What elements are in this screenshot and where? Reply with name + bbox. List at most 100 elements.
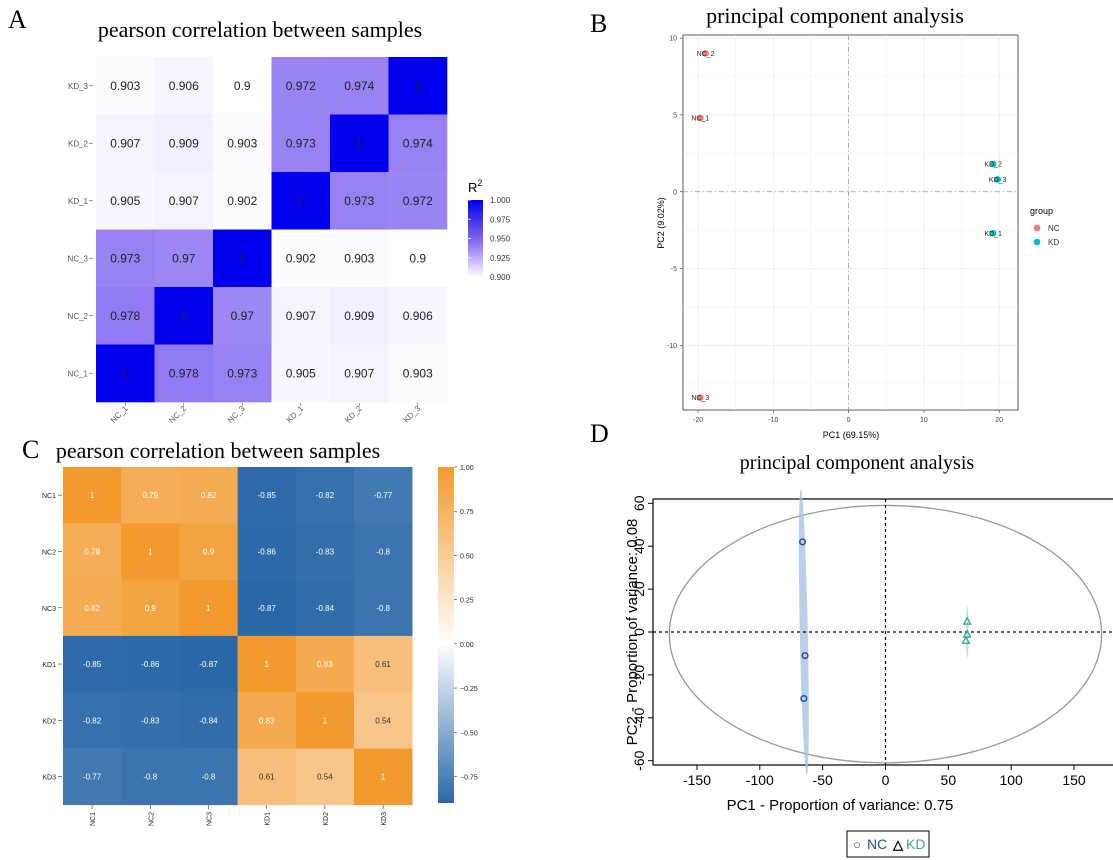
panel-c-cell	[354, 523, 413, 580]
panel-d-legend-nc-label: NC	[867, 836, 887, 852]
panel-c-cell-label: 1	[206, 604, 211, 613]
panel-a-y-tick-label: KD_2	[68, 139, 89, 148]
panel-c-cell	[354, 692, 413, 749]
panel-c-cell-label: -0.86	[141, 660, 160, 669]
panel-c-cell-label: -0.83	[316, 547, 335, 556]
panel-a-cell	[271, 287, 331, 345]
panel-a-cell	[330, 172, 389, 230]
panel-c-cell-label: 0.79	[143, 491, 159, 500]
panel-a-cell	[96, 114, 155, 173]
panel-b-point-kd	[994, 176, 1001, 183]
panel-a-cell-label: 0.973	[344, 194, 374, 208]
panel-a-cell-label: 0.973	[286, 136, 316, 150]
panel-c-cell	[237, 467, 297, 524]
panel-d-y-tick-label: 40	[631, 538, 647, 554]
panel-c-colorbar-label: 0.50	[460, 553, 474, 560]
panel-b-x-tick-label: 0	[847, 417, 851, 424]
panel-b-point-label: KD_3	[989, 177, 1007, 184]
panel-b-legend-label: KD	[1048, 238, 1059, 247]
panel-a-cell-label: 0.906	[169, 79, 199, 93]
panel-letter-c: C	[22, 435, 39, 464]
panel-c-cell-label: -0.77	[374, 491, 393, 500]
panel-c-cell-label: -0.85	[83, 660, 102, 669]
panel-a-cell	[271, 114, 331, 173]
panel-d-point-nc	[800, 694, 808, 703]
panel-a-cell	[213, 344, 272, 403]
panel-c-cell	[121, 692, 180, 749]
panel-b-ylabel: PC2 (9.02%)	[656, 197, 666, 249]
panel-b-point-label: NC_3	[691, 395, 709, 402]
panel-b-title: principal component analysis	[706, 3, 964, 28]
panel-letter-d: D	[590, 419, 609, 448]
panel-c-colorbar-label: 1.00	[460, 465, 474, 472]
panel-b-pca: principal component analysis NC_2 NC_1 NC_…	[656, 3, 1060, 440]
panel-d-x-tick-label: 100	[999, 772, 1023, 788]
panel-c-cell	[63, 635, 122, 693]
panel-c-cell	[179, 692, 238, 749]
panel-c-cell	[354, 467, 413, 524]
panel-d-legend-box	[846, 830, 930, 858]
panel-c-cell	[354, 635, 413, 693]
panel-d-x-tick-label: 50	[941, 772, 957, 788]
panel-a-cell	[271, 344, 331, 403]
panel-a-cell-label: 1	[239, 251, 246, 265]
panel-c-cell-label: -0.83	[141, 716, 160, 725]
panel-c-cell	[179, 467, 238, 524]
panel-a-cell-label: 0.973	[227, 366, 257, 380]
panel-a-cell	[154, 172, 214, 230]
panel-c-cell-label: 0.9	[203, 547, 215, 556]
panel-c-colorbar-label: −0.25	[460, 686, 478, 693]
panel-b-y-tick-label: 0	[673, 189, 677, 196]
panel-c-x-tick-label: KD1	[265, 812, 272, 826]
panel-c-cell	[237, 748, 297, 806]
panel-b-y-tick-label: 10	[669, 36, 677, 43]
panel-c-cell-label: -0.82	[83, 716, 102, 725]
panel-d-x-tick-label: -150	[683, 772, 711, 788]
panel-a-cell	[388, 114, 448, 173]
panel-a-cell-label: 0.97	[172, 251, 196, 265]
panel-a-x-tick-label: KD_1	[285, 404, 306, 425]
panel-letter-a: A	[8, 5, 27, 34]
panel-c-cell-label: -0.87	[199, 660, 218, 669]
panel-c-colorbar-label: 0.25	[460, 598, 474, 605]
panel-b-legend-title: group	[1030, 206, 1053, 216]
panel-b-legend-label: NC	[1048, 224, 1060, 233]
panel-a-cell	[213, 172, 272, 230]
panel-c-x-tick-label: NC3	[207, 812, 214, 826]
panel-c-cell-label: 0.9	[145, 604, 157, 613]
panel-a-cell	[96, 57, 155, 115]
panel-a-cell	[388, 344, 448, 403]
panel-d-point-kd	[961, 635, 971, 645]
panel-c-cell-label: 1	[90, 491, 95, 500]
panel-a-cell-label: 0.9	[234, 79, 251, 93]
panel-a-cell	[154, 344, 214, 403]
panel-b-point-label: KD_1	[984, 231, 1002, 238]
panel-a-x-tick-label: KD_2	[343, 404, 364, 425]
panel-a-y-tick-label: NC_3	[68, 254, 89, 263]
panel-a-cell-label: 0.972	[403, 194, 433, 208]
panel-c-cell-label: -0.8	[376, 604, 390, 613]
panel-c-cell-label: 1	[148, 547, 153, 556]
panel-a-x-tick-label: NC_3	[226, 404, 247, 425]
panel-c-cell	[63, 523, 122, 580]
panel-b-point-label: NC_1	[691, 115, 709, 122]
panel-a-cell	[154, 229, 214, 288]
panel-c-cell	[295, 692, 355, 749]
panel-c-x-tick-label: NC1	[90, 812, 97, 826]
panel-b-x-tick-label: 10	[920, 417, 928, 424]
panel-b-point-label: KD_2	[984, 162, 1002, 169]
panel-c-x-tick-label: KD3	[381, 812, 388, 826]
panel-a-cell	[271, 57, 331, 115]
panel-a-cell-label: 0.97	[231, 309, 255, 323]
panel-d-y-tick-label: 20	[631, 581, 647, 597]
panel-c-cell	[354, 579, 413, 637]
panel-c-cell	[295, 523, 355, 580]
panel-c-cell	[63, 748, 122, 806]
panel-c-cell	[179, 579, 238, 637]
panel-d-xlabel: PC1 - Proportion of variance: 0.75	[727, 797, 954, 814]
panel-c-x-tick-label: KD2	[323, 812, 330, 826]
panel-c-cell-label: -0.86	[258, 547, 277, 556]
panel-a-cell-label: 0.906	[403, 309, 433, 323]
panel-a-cell-label: 0.907	[286, 309, 316, 323]
panel-d-ylabel: PC2 - Proportion of variance: 0.08	[624, 519, 641, 746]
